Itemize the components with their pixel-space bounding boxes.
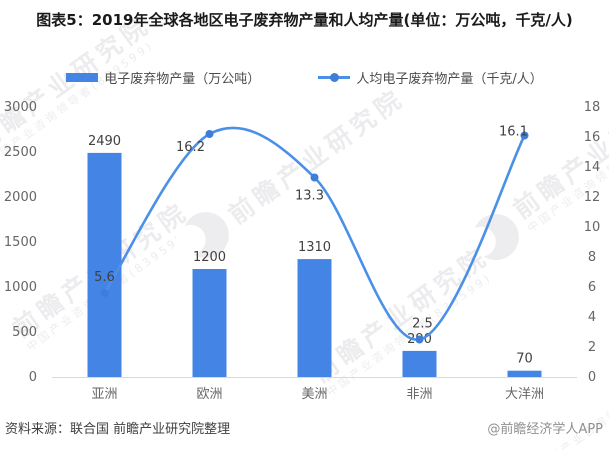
bar-value-label: 2490	[88, 134, 121, 149]
line-data-point	[310, 173, 319, 182]
x-axis-category-label: 大洋洲	[505, 387, 544, 402]
left-axis-tick: 500	[12, 325, 37, 340]
bar	[87, 152, 122, 377]
bar	[297, 259, 332, 377]
bar-series-swatch-icon	[66, 73, 99, 82]
right-axis-tick: 16	[584, 130, 601, 145]
x-axis-category-label: 美洲	[301, 387, 327, 402]
data-source-note: 资料来源：联合国 前瞻产业研究院整理	[5, 422, 231, 437]
publisher-credit: @前瞻经济学人APP	[487, 422, 603, 437]
line-value-label: 2.5	[412, 317, 433, 332]
legend-line-label: 人均电子废弃物产量（千克/人）	[356, 72, 543, 87]
left-axis-tick: 1000	[4, 280, 37, 295]
right-axis-tick: 18	[584, 100, 601, 115]
bar-value-label: 1200	[193, 250, 226, 265]
legend-bar-label: 电子废弃物产量（万公吨）	[104, 72, 261, 87]
line-value-label: 16.2	[176, 140, 205, 155]
bar-value-label: 1310	[298, 240, 331, 255]
right-axis-tick: 6	[588, 280, 596, 295]
left-axis-tick: 2500	[4, 145, 37, 160]
line-value-label: 5.6	[94, 270, 115, 285]
line-data-point	[100, 289, 109, 297]
legend-item-bar[interactable]: 电子废弃物产量（万公吨）	[66, 68, 260, 87]
right-axis-tick: 12	[584, 190, 601, 205]
line-data-point	[415, 335, 424, 344]
right-axis-tick: 0	[588, 370, 596, 385]
line-data-point	[205, 130, 214, 138]
right-axis-tick: 8	[588, 250, 596, 265]
right-axis-tick: 10	[584, 220, 601, 235]
x-axis-category-label: 非洲	[406, 387, 432, 402]
right-axis-tick: 2	[588, 340, 596, 355]
left-axis-tick: 0	[29, 370, 37, 385]
right-axis-tick: 14	[584, 160, 601, 175]
left-axis-tick: 1500	[4, 235, 37, 250]
legend-item-line[interactable]: 人均电子废弃物产量（千克/人）	[318, 68, 543, 87]
chart-title: 图表5：2019年全球各地区电子废弃物产量和人均产量(单位：万公吨，千克/人)	[36, 11, 573, 29]
line-value-label: 13.3	[295, 189, 324, 204]
bar	[507, 370, 542, 377]
bar	[192, 269, 227, 377]
x-axis-category-label: 欧洲	[196, 387, 222, 402]
bar-value-label: 70	[516, 352, 533, 367]
x-axis-category-label: 亚洲	[91, 387, 117, 402]
left-axis-tick: 3000	[4, 100, 37, 115]
legend: 电子废弃物产量（万公吨） 人均电子废弃物产量（千克/人）	[0, 68, 609, 87]
right-axis-tick: 4	[588, 310, 596, 325]
left-axis-tick: 2000	[4, 190, 37, 205]
line-data-point	[520, 131, 529, 140]
bar	[402, 350, 437, 377]
line-value-label: 16.1	[499, 125, 528, 140]
line-series-path	[103, 126, 526, 341]
line-series-swatch-icon	[318, 73, 351, 82]
